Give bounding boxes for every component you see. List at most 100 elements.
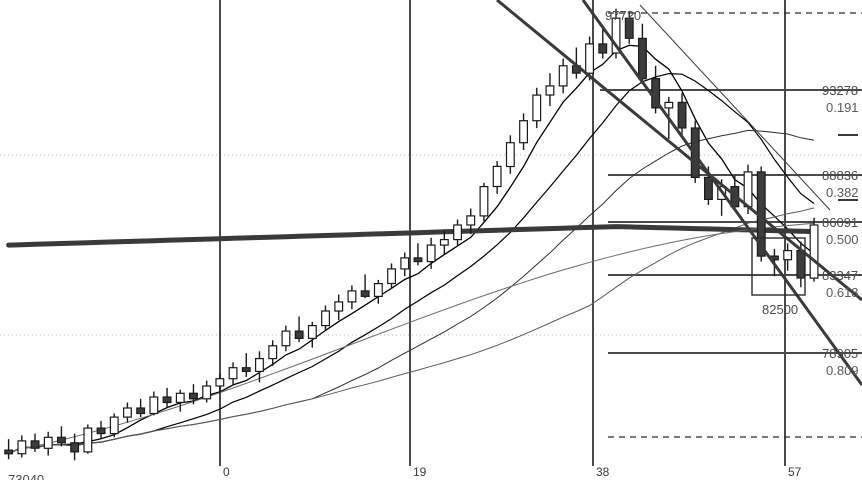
candlestick[interactable] — [492, 160, 502, 194]
candlestick[interactable] — [334, 294, 344, 321]
candlestick[interactable] — [439, 230, 449, 255]
candlestick[interactable] — [558, 58, 568, 94]
candlestick[interactable] — [426, 237, 436, 269]
candle-body-down — [677, 101, 687, 129]
fib-ratio-label: 0.809 — [826, 363, 859, 378]
trend-line-lower-channel[interactable] — [581, 0, 862, 386]
candle-body-up — [387, 268, 397, 285]
candlestick[interactable] — [466, 208, 476, 235]
x-axis-tick-label: 0 — [223, 465, 230, 479]
candlestick[interactable] — [783, 243, 793, 271]
candle-body-up — [558, 65, 568, 87]
candlestick[interactable] — [360, 274, 370, 299]
ma-flat-thick-line — [6, 224, 817, 248]
candlestick[interactable] — [189, 384, 198, 405]
candlestick[interactable] — [809, 217, 819, 282]
candle-body-up — [373, 283, 383, 298]
candlestick[interactable] — [373, 279, 383, 304]
candle-body-down — [96, 427, 106, 435]
candle-body-up — [202, 385, 212, 400]
fib-ratio-label: 0.382 — [826, 185, 859, 200]
candlestick[interactable] — [637, 23, 647, 85]
fibonacci-lines-group[interactable] — [600, 89, 862, 354]
selection-box[interactable] — [751, 237, 806, 296]
candlestick[interactable] — [545, 73, 555, 107]
trend-line-inner-trend[interactable] — [639, 4, 831, 211]
candle-body-up — [439, 239, 449, 246]
candle-body-up — [585, 43, 595, 74]
trend-line-upper-channel[interactable] — [496, 0, 862, 302]
candle-body-up — [83, 427, 93, 453]
candle-body-down — [241, 367, 251, 373]
candlestick[interactable] — [677, 93, 687, 136]
candle-body-up — [400, 257, 410, 270]
candlestick[interactable] — [162, 387, 172, 408]
candlestick[interactable] — [202, 380, 212, 403]
chart-labels-group: 0 19 38 57 93278 0.191 88836 0.382 86091 0.500 833… — [8, 8, 859, 480]
candlestick[interactable] — [611, 8, 621, 59]
fib-price-label: 78905 — [822, 346, 858, 361]
candlestick[interactable] — [43, 431, 53, 456]
candle-body-down — [189, 392, 198, 400]
candle-body-up — [426, 244, 436, 263]
candlestick[interactable] — [56, 426, 66, 447]
selection-box-group[interactable] — [751, 237, 806, 296]
candlestick[interactable] — [281, 325, 291, 352]
candlestick[interactable] — [70, 433, 80, 461]
fib-price-label: 83347 — [822, 268, 858, 283]
candlestick[interactable] — [215, 373, 225, 394]
candlestick[interactable] — [505, 135, 515, 174]
candlestick[interactable] — [149, 391, 159, 416]
candlestick[interactable] — [519, 113, 529, 150]
candle-body-down — [136, 407, 146, 415]
candlestick[interactable] — [136, 398, 146, 418]
candle-body-up — [347, 290, 357, 303]
fib-price-label: 86091 — [822, 215, 858, 230]
fib-price-label: 93278 — [822, 83, 858, 98]
candle-body-up — [109, 416, 119, 435]
candlestick[interactable] — [122, 402, 132, 423]
candlestick[interactable] — [96, 420, 106, 440]
candlestick[interactable] — [479, 182, 489, 222]
candlestick[interactable] — [4, 439, 14, 460]
candle-body-up — [281, 330, 291, 347]
candlestick[interactable] — [400, 252, 410, 277]
candlestick[interactable] — [255, 351, 264, 383]
candlestick[interactable] — [294, 316, 304, 343]
swing-high-label: 97720 — [605, 8, 641, 23]
candlestick[interactable] — [109, 413, 119, 438]
candle-body-down — [162, 396, 172, 404]
candle-body-up — [175, 392, 185, 403]
candle-body-up — [783, 250, 793, 261]
candle-body-up — [307, 325, 317, 340]
candle-body-up — [809, 224, 819, 279]
candlestick[interactable] — [228, 362, 238, 385]
candlestick[interactable] — [532, 87, 542, 129]
candlestick[interactable] — [413, 243, 423, 266]
candlestick[interactable] — [30, 433, 40, 452]
candlestick[interactable] — [17, 435, 27, 458]
candlestick[interactable] — [585, 36, 595, 81]
candle-body-down — [30, 440, 40, 449]
candle-body-down — [598, 43, 608, 54]
trend-lines-group[interactable] — [496, 0, 862, 386]
candlestick[interactable] — [307, 321, 317, 348]
candlestick[interactable] — [83, 424, 93, 454]
candlestick[interactable] — [453, 219, 463, 246]
x-axis-tick-label: 38 — [596, 465, 610, 479]
candlestick[interactable] — [624, 10, 634, 44]
candlestick[interactable] — [598, 29, 608, 59]
candlestick[interactable] — [268, 340, 278, 366]
candle-body-up — [453, 224, 463, 241]
candlestick[interactable] — [347, 285, 357, 310]
candle-body-up — [228, 367, 238, 380]
candlestick[interactable] — [241, 353, 251, 377]
candle-body-up — [743, 171, 753, 208]
candlestick[interactable] — [321, 305, 331, 332]
x-axis-tick-label: 19 — [413, 465, 427, 479]
candlestick[interactable] — [175, 389, 185, 412]
candlestick[interactable] — [387, 263, 397, 290]
candle-body-up — [492, 165, 502, 188]
